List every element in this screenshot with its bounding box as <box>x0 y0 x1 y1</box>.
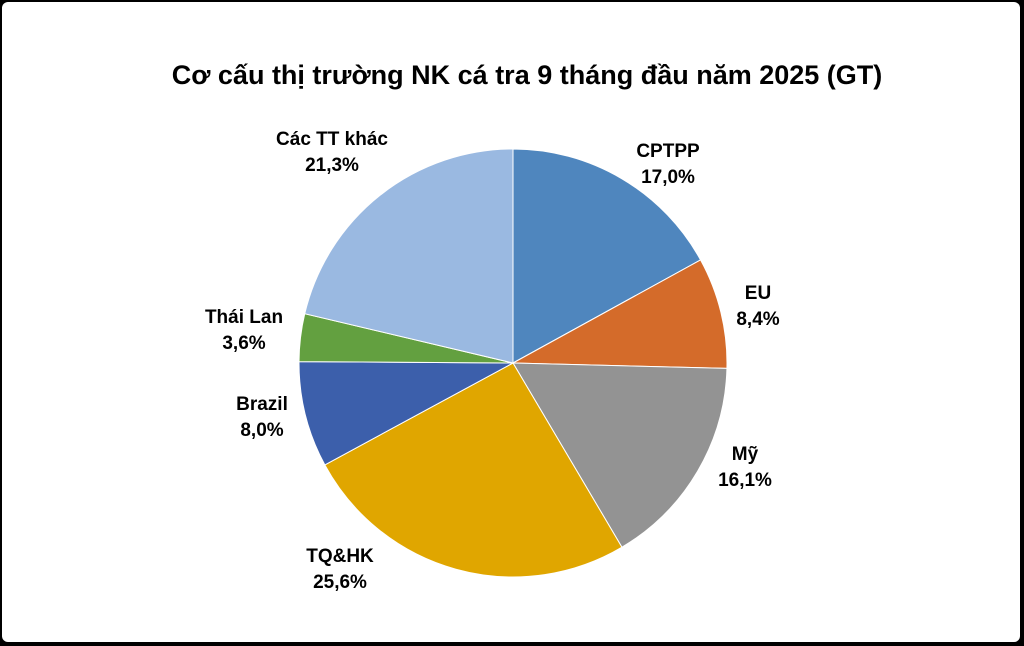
pie-slice <box>298 361 514 466</box>
pie-slice <box>512 362 728 548</box>
data-label: 8,4% <box>736 309 779 330</box>
chart-title: Cơ cấu thị trường NK cá tra 9 tháng đầu … <box>172 60 883 90</box>
pie-slice <box>511 259 728 369</box>
data-label: 8,0% <box>240 420 283 441</box>
pie-slice <box>324 362 623 578</box>
category-label: Các TT khác <box>276 129 388 150</box>
data-label: 17,0% <box>641 167 695 188</box>
data-label: 16,1% <box>718 470 772 491</box>
data-label: 25,6% <box>313 572 367 593</box>
category-label: Brazil <box>236 394 288 415</box>
category-label: CPTPP <box>636 141 700 162</box>
category-label: Thái Lan <box>205 307 283 328</box>
data-label: 21,3% <box>305 155 359 176</box>
data-label: 3,6% <box>222 333 265 354</box>
pie-slice <box>304 148 514 364</box>
category-label: EU <box>745 283 771 304</box>
category-label: TQ&HK <box>306 546 374 567</box>
category-label: Mỹ <box>732 444 759 465</box>
pie-slice <box>512 148 702 364</box>
